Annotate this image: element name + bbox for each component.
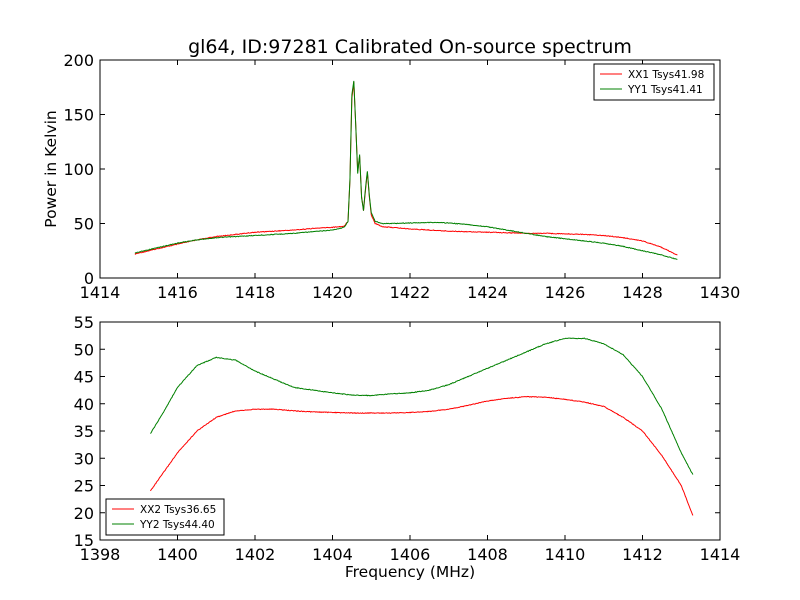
series-line: [149, 395, 694, 516]
legend-label: XX1 Tsys41.98: [628, 69, 704, 81]
series-line: [134, 80, 678, 260]
x-tick-label: 1418: [235, 283, 276, 302]
y-tick-label: 35: [74, 422, 94, 441]
y-tick-label: 25: [74, 477, 94, 496]
bottom-panel: 1398 1400 1402 1404 1406 1408 1410 1412 1414 15 20…: [74, 313, 741, 581]
y-tick-label: 20: [74, 504, 94, 523]
legend: XX2 Tsys36.65 YY2 Tsys44.40: [105, 498, 225, 536]
chart-title: gl64, ID:97281 Calibrated On-source spec…: [188, 36, 632, 58]
y-tick-label: 40: [74, 395, 94, 414]
x-tick-label: 1400: [157, 545, 198, 564]
legend-box: [593, 63, 715, 101]
series-group: [134, 80, 678, 260]
y-tick-label: 50: [74, 340, 94, 359]
y-tick-label: 0: [84, 269, 94, 288]
y-axis-label: Power in Kelvin: [42, 110, 60, 227]
y-tick-label: 50: [74, 215, 94, 234]
x-tick-label: 1428: [622, 283, 663, 302]
y-tick-label: 200: [63, 51, 94, 70]
y-tick-label: 100: [63, 160, 94, 179]
x-tick-label: 1424: [467, 283, 508, 302]
y-tick-label: 150: [63, 106, 94, 125]
legend-label: XX2 Tsys36.65: [140, 504, 216, 516]
series-line: [134, 81, 678, 256]
x-tick-label: 1422: [390, 283, 431, 302]
x-tick-label: 1426: [545, 283, 586, 302]
x-tick-label: 1430: [700, 283, 741, 302]
top-panel: 1414 1416 1418 1420 1422 1424 1426 1428 1430 0 50 1…: [42, 51, 740, 302]
y-tick-label: 15: [74, 531, 94, 550]
legend-label: YY1 Tsys41.41: [627, 84, 703, 96]
x-tick-label: 1416: [157, 283, 198, 302]
y-tick-label: 45: [74, 368, 94, 387]
x-tick-label: 1414: [700, 545, 741, 564]
series-line: [150, 337, 694, 475]
x-tick-label: 1398: [80, 545, 121, 564]
legend-label: YY2 Tsys44.40: [139, 519, 215, 531]
legend-box: [105, 498, 225, 536]
y-tick-label: 55: [74, 313, 94, 332]
x-tick-label: 1414: [80, 283, 121, 302]
series-group: [149, 337, 694, 516]
x-tick-label: 1420: [312, 283, 353, 302]
x-tick-label: 1402: [235, 545, 276, 564]
legend: XX1 Tsys41.98 YY1 Tsys41.41: [593, 63, 715, 101]
x-tick-label: 1412: [622, 545, 663, 564]
x-tick-label: 1410: [545, 545, 586, 564]
x-axis-label: Frequency (MHz): [345, 563, 475, 581]
y-tick-label: 30: [74, 449, 94, 468]
x-tick-label: 1406: [390, 545, 431, 564]
x-tick-label: 1408: [467, 545, 508, 564]
x-tick-label: 1404: [312, 545, 353, 564]
